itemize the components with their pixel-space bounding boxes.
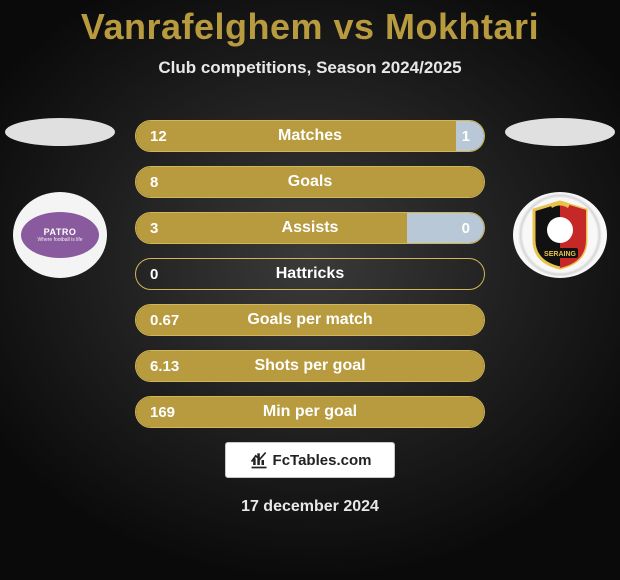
stat-value-left: 3 [150,220,210,237]
stat-bar: 169Min per goal [135,396,485,428]
stat-value-right: 1 [410,128,470,145]
stat-value-left: 12 [150,128,210,145]
stats-bars: 12Matches18Goals3Assists00Hattricks0.67G… [135,120,485,442]
stat-bar: 0Hattricks [135,258,485,290]
stat-label: Assists [210,219,410,237]
stat-bar: 6.13Shots per goal [135,350,485,382]
stat-value-right: 0 [410,220,470,237]
footer-date: 17 december 2024 [0,498,620,516]
stat-value-left: 169 [150,404,210,421]
stat-label: Goals [210,173,410,191]
club-badge-right-text: SERAING [544,251,576,258]
stat-label: Matches [210,127,410,145]
player-left-column: PATRO Where football is life [0,100,120,278]
stat-bar: 12Matches1 [135,120,485,152]
footer-brand-text: FcTables.com [273,452,372,469]
stat-value-left: 6.13 [150,358,210,375]
stat-label: Goals per match [210,311,410,329]
player-right-column: SERAING [500,100,620,278]
stat-label: Min per goal [210,403,410,421]
stat-label: Shots per goal [210,357,410,375]
shield-icon: SERAING [528,200,592,270]
player-left-silhouette [5,118,115,146]
stat-value-left: 0 [150,266,210,283]
player-right-silhouette [505,118,615,146]
stat-bar: 8Goals [135,166,485,198]
stat-value-left: 8 [150,174,210,191]
chart-icon [249,450,269,470]
stat-label: Hattricks [210,265,410,283]
club-badge-left-subtext: Where football is life [37,237,82,243]
club-badge-left: PATRO Where football is life [13,192,107,278]
page-title: Vanrafelghem vs Mokhtari [0,0,620,48]
club-badge-left-text: PATRO [44,227,77,237]
stat-value-left: 0.67 [150,312,210,329]
stat-bar: 3Assists0 [135,212,485,244]
club-badge-right: SERAING [513,192,607,278]
footer-brand: FcTables.com [225,442,395,478]
subtitle: Club competitions, Season 2024/2025 [0,58,620,78]
stat-bar: 0.67Goals per match [135,304,485,336]
